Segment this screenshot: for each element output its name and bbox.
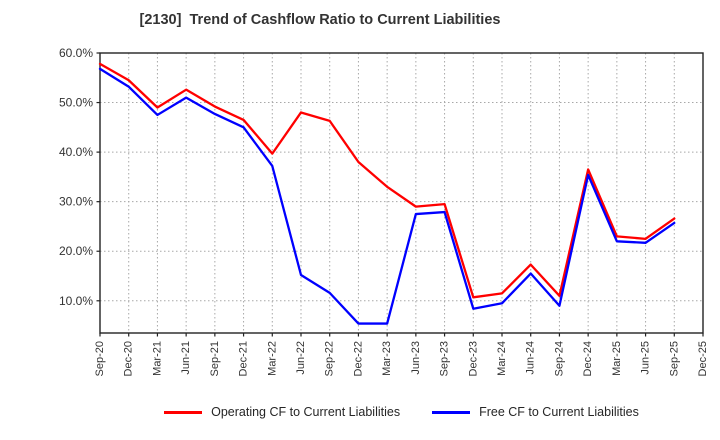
- operating-cf-to-current-liabilities-line: [98, 62, 676, 299]
- x-tick-label: Dec-21: [238, 341, 250, 376]
- y-tick-label: 10.0%: [59, 294, 93, 308]
- x-tick-label: Mar-24: [496, 341, 508, 376]
- y-tick-label: 50.0%: [59, 96, 93, 110]
- free-cf-to-current-liabilities-line: [98, 67, 676, 325]
- x-tick-label: Dec-22: [352, 341, 364, 376]
- legend-label-free-cf: Free CF to Current Liabilities: [479, 405, 639, 419]
- legend-item-operating-cf: Operating CF to Current Liabilities: [164, 405, 400, 419]
- x-tick-label: Jun-22: [295, 341, 307, 375]
- y-tick-label: 30.0%: [59, 195, 93, 209]
- chart-legend: Operating CF to Current Liabilities Free…: [100, 403, 703, 421]
- x-tick-label: Mar-23: [381, 341, 393, 376]
- x-tick-label: Dec-24: [582, 341, 594, 376]
- x-tick-label: Jun-25: [640, 341, 652, 375]
- y-tick-label: 20.0%: [59, 244, 93, 258]
- x-tick-label: Dec-25: [697, 341, 709, 376]
- x-tick-label: Sep-23: [439, 341, 451, 376]
- x-tick-label: Sep-21: [209, 341, 221, 376]
- x-tick-label: Sep-20: [94, 341, 106, 376]
- legend-swatch-operating-cf: [164, 410, 203, 414]
- legend-item-free-cf: Free CF to Current Liabilities: [432, 405, 639, 419]
- x-tick-label: Sep-25: [668, 341, 680, 376]
- legend-swatch-free-cf: [432, 410, 471, 414]
- x-tick-label: Sep-22: [324, 341, 336, 376]
- x-tick-label: Jun-23: [410, 341, 422, 375]
- x-tick-label: Mar-25: [611, 341, 623, 376]
- x-tick-label: Mar-22: [266, 341, 278, 376]
- x-tick-label: Mar-21: [151, 341, 163, 376]
- x-tick-label: Dec-20: [123, 341, 135, 376]
- x-tick-label: Sep-24: [553, 341, 565, 376]
- chart-title: [2130] Trend of Cashflow Ratio to Curren…: [139, 12, 501, 28]
- x-tick-label: Jun-21: [180, 341, 192, 375]
- x-tick-label: Dec-23: [467, 341, 479, 376]
- x-tick-label: Jun-24: [525, 341, 537, 375]
- y-tick-label: 40.0%: [59, 145, 93, 159]
- y-tick-label: 60.0%: [59, 46, 93, 60]
- legend-label-operating-cf: Operating CF to Current Liabilities: [211, 405, 401, 419]
- plot-frame: [99, 52, 704, 334]
